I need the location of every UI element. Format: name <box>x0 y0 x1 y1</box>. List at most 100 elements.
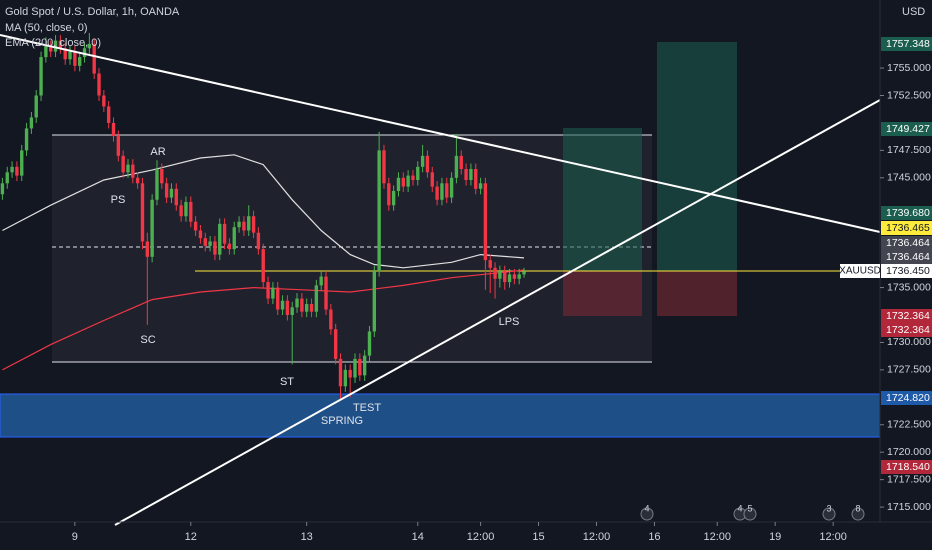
target-zone <box>657 42 737 271</box>
candle-body <box>121 155 125 173</box>
candle-body <box>5 172 9 184</box>
candle-body <box>498 271 502 279</box>
event-count: 4 <box>644 503 649 513</box>
event-count: 3 <box>826 503 831 513</box>
price-label-box <box>881 37 932 51</box>
candle-body <box>193 221 198 231</box>
candle-body <box>34 95 38 118</box>
candle-body <box>396 177 401 191</box>
x-tick-label: 12:00 <box>819 531 847 543</box>
stop-zone <box>563 271 642 316</box>
candle-body <box>276 287 280 310</box>
candle-body <box>420 155 425 167</box>
candle-body <box>367 331 372 356</box>
chart-title: Gold Spot / U.S. Dollar, 1h, OANDA <box>5 6 180 18</box>
x-tick-label: 12:00 <box>583 531 611 543</box>
candle-body <box>58 40 63 49</box>
candle-body <box>464 169 468 180</box>
symbol-tag-box <box>840 264 880 278</box>
candle-body <box>82 48 87 58</box>
candle-body <box>174 188 178 206</box>
candle-body <box>68 51 72 60</box>
x-tick-label: 15 <box>532 531 544 543</box>
price-label: 1749.427 <box>886 123 930 135</box>
x-tick-label: 12 <box>185 531 197 543</box>
candle-body <box>430 172 434 187</box>
stop-zone <box>657 271 737 316</box>
annotation: AR <box>150 146 165 158</box>
candle-body <box>416 166 420 180</box>
candle-body <box>24 128 29 151</box>
candle-body <box>454 155 459 178</box>
candle-body <box>353 358 357 378</box>
candle-body <box>314 285 319 312</box>
candle-body <box>329 309 333 330</box>
candle-body <box>63 48 67 60</box>
candle-body <box>517 274 521 279</box>
candle-body <box>39 57 43 96</box>
candle-body <box>358 358 362 376</box>
candle-body <box>87 43 92 49</box>
candle-body <box>49 46 53 52</box>
event-count: 4 <box>737 503 742 513</box>
price-label-box <box>881 391 932 405</box>
x-tick-label: 19 <box>769 531 781 543</box>
candle-body <box>247 216 251 231</box>
annotation: SPRING <box>321 415 363 427</box>
event-icon <box>743 507 757 521</box>
candle-body <box>261 249 265 283</box>
candle-body <box>111 122 116 137</box>
price-label: 1757.348 <box>886 38 930 50</box>
indicator-label: MA (50, close, 0) <box>5 22 88 34</box>
target-zone <box>563 128 642 271</box>
candle-body <box>343 369 348 387</box>
price-label-box <box>881 236 932 250</box>
y-tick-label: 1722.500 <box>887 419 931 431</box>
price-label: 1732.364 <box>886 310 930 322</box>
candle-body <box>401 177 405 187</box>
candle-body <box>391 190 396 206</box>
candle-body <box>319 276 323 286</box>
candle-body <box>493 267 497 279</box>
candle-body <box>53 40 58 52</box>
candle-body <box>15 166 19 176</box>
candle-body <box>300 298 304 312</box>
candle-body <box>198 230 203 239</box>
candle-body <box>140 183 145 242</box>
price-label: 1718.540 <box>886 461 930 473</box>
price-label: 1736.465 <box>886 222 930 234</box>
candle-body <box>512 274 517 279</box>
y-tick-label: 1717.500 <box>887 473 931 485</box>
candle-body <box>145 241 150 257</box>
y-tick-label: 1755.000 <box>887 62 931 74</box>
candle-body <box>271 287 275 299</box>
price-label: 1739.680 <box>886 207 930 219</box>
candle-body <box>150 199 154 257</box>
price-label-box <box>881 250 932 264</box>
candle-body <box>483 183 488 261</box>
y-tick-label: 1715.000 <box>887 501 931 513</box>
price-label-box <box>881 309 932 323</box>
candle-body <box>309 304 314 312</box>
candle-body <box>179 205 183 217</box>
event-count: 8 <box>855 503 860 513</box>
annotation: PS <box>111 194 126 206</box>
candle-body <box>372 271 377 332</box>
candle-body <box>116 136 121 156</box>
candle-body <box>522 271 526 275</box>
candle-body <box>507 274 512 283</box>
candle-body <box>290 307 294 315</box>
candle-body <box>474 169 478 189</box>
candle-body <box>135 177 140 184</box>
candle-body <box>469 169 473 180</box>
candle-body <box>218 223 222 255</box>
x-tick-label: 16 <box>648 531 660 543</box>
annotation: ST <box>280 376 294 388</box>
x-tick-label: 13 <box>301 531 313 543</box>
candle-body <box>0 183 5 195</box>
candle-body <box>78 57 82 66</box>
candle-body <box>285 300 290 315</box>
candle-body <box>10 166 14 173</box>
price-label: 1736.464 <box>886 237 930 249</box>
